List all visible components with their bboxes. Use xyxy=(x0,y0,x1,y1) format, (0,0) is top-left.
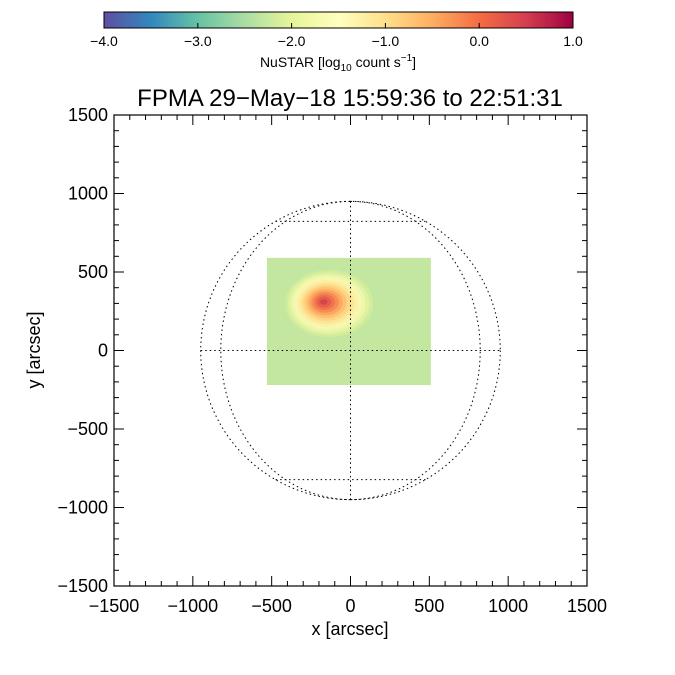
y-axis-title: y [arcsec] xyxy=(24,311,44,388)
colorbar-tick-label: 0.0 xyxy=(469,33,489,49)
plot-area xyxy=(200,200,501,501)
x-tick-label: 1000 xyxy=(488,596,528,616)
y-tick-label: −1500 xyxy=(57,576,108,596)
colorbar-tick-label: −3.0 xyxy=(184,33,212,49)
y-tick-label: 1000 xyxy=(68,184,108,204)
y-tick-label: 500 xyxy=(78,262,108,282)
colorbar-ticks: −4.0 −3.0 −2.0 −1.0 0.0 1.0 xyxy=(90,23,583,49)
x-tick-label: −1000 xyxy=(168,596,219,616)
colorbar-tick-label: −4.0 xyxy=(90,33,118,49)
colorbar-tick-label: −2.0 xyxy=(278,33,306,49)
chart-title: FPMA 29−May−18 15:59:36 to 22:51:31 xyxy=(137,85,563,112)
emission-contour xyxy=(319,298,328,305)
x-tick-label: 0 xyxy=(345,596,355,616)
y-tick-label: 1500 xyxy=(68,105,108,125)
colorbar-bar xyxy=(103,11,574,29)
x-tick-label: −1500 xyxy=(89,596,140,616)
solar-disk-grid xyxy=(200,200,501,501)
y-tick-label: 0 xyxy=(98,341,108,361)
heatmap-emission xyxy=(266,257,431,386)
y-tick-label: −500 xyxy=(67,419,108,439)
axis-ticks: −1500 −1000 −500 0 500 1000 1500 1500 1000 500 0 −5… xyxy=(57,105,607,616)
colorbar-tick-label: 1.0 xyxy=(563,33,583,49)
colorbar-label: NuSTAR [log10 count s−1] xyxy=(260,53,416,74)
x-tick-label: 500 xyxy=(414,596,444,616)
x-tick-label: −500 xyxy=(251,596,292,616)
colorbar: −4.0 −3.0 −2.0 −1.0 0.0 1.0 NuSTAR [log10 cou… xyxy=(90,11,583,74)
y-tick-label: −1000 xyxy=(57,498,108,518)
x-axis-title: x [arcsec] xyxy=(311,619,388,639)
colorbar-tick-label: −1.0 xyxy=(372,33,400,49)
x-tick-label: 1500 xyxy=(567,596,607,616)
